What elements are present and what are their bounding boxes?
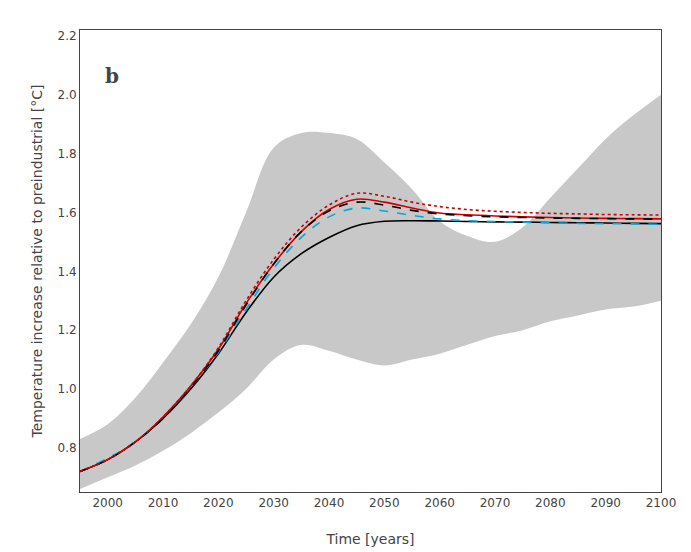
svg-text:2.2: 2.2 xyxy=(58,29,77,43)
svg-text:1.2: 1.2 xyxy=(58,323,77,337)
svg-text:0.8: 0.8 xyxy=(58,441,77,455)
svg-text:2.0: 2.0 xyxy=(58,88,77,102)
svg-text:2080: 2080 xyxy=(535,496,566,510)
svg-text:2100: 2100 xyxy=(646,496,677,510)
svg-text:1.6: 1.6 xyxy=(58,206,77,220)
svg-text:2000: 2000 xyxy=(92,496,123,510)
svg-text:1.0: 1.0 xyxy=(58,382,77,396)
svg-text:2030: 2030 xyxy=(258,496,289,510)
svg-text:2050: 2050 xyxy=(369,496,400,510)
svg-text:b: b xyxy=(105,64,119,88)
svg-text:Temperature increase relative: Temperature increase relative to preindu… xyxy=(29,85,45,439)
svg-text:2070: 2070 xyxy=(480,496,511,510)
svg-text:2040: 2040 xyxy=(314,496,345,510)
svg-text:2020: 2020 xyxy=(203,496,234,510)
svg-text:2010: 2010 xyxy=(148,496,179,510)
svg-text:Time [years]: Time [years] xyxy=(325,531,414,547)
svg-text:1.4: 1.4 xyxy=(58,265,77,279)
svg-text:2060: 2060 xyxy=(424,496,455,510)
svg-text:2090: 2090 xyxy=(590,496,621,510)
svg-text:1.8: 1.8 xyxy=(58,147,77,161)
